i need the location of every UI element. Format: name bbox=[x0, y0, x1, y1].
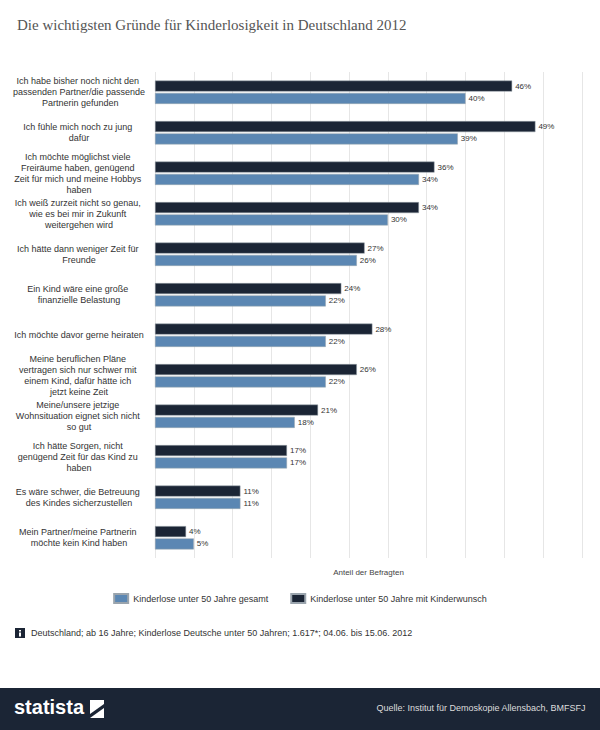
svg-text:Die wichtigsten Gründe für Kin: Die wichtigsten Gründe für Kinderlosigke… bbox=[17, 17, 407, 33]
svg-text:26%: 26% bbox=[360, 365, 376, 374]
svg-text:Ich möchte davor gerne heirate: Ich möchte davor gerne heiraten bbox=[14, 330, 144, 340]
svg-text:30%: 30% bbox=[391, 215, 407, 224]
svg-text:49%: 49% bbox=[538, 122, 554, 131]
svg-text:dafür: dafür bbox=[69, 133, 90, 143]
svg-text:26%: 26% bbox=[360, 256, 376, 265]
svg-text:haben: haben bbox=[66, 185, 91, 195]
svg-text:46%: 46% bbox=[515, 82, 531, 91]
svg-text:Ich fühle mich noch zu jung: Ich fühle mich noch zu jung bbox=[23, 122, 135, 132]
svg-text:möchte kein Kind haben: möchte kein Kind haben bbox=[31, 538, 128, 548]
svg-text:40%: 40% bbox=[469, 94, 485, 103]
svg-text:so gut: so gut bbox=[67, 422, 92, 432]
svg-text:Freiräume haben, genügend: Freiräume haben, genügend bbox=[21, 163, 137, 173]
svg-text:17%: 17% bbox=[290, 458, 306, 467]
svg-text:11%: 11% bbox=[243, 487, 258, 496]
svg-text:5%: 5% bbox=[197, 539, 209, 548]
svg-text:22%: 22% bbox=[329, 296, 345, 305]
svg-text:39%: 39% bbox=[461, 134, 477, 143]
svg-text:genügend Zeit für das Kind zu: genügend Zeit für das Kind zu bbox=[18, 452, 141, 462]
svg-text:17%: 17% bbox=[290, 446, 306, 455]
svg-text:passenden Partner/die passende: passenden Partner/die passende bbox=[13, 87, 145, 97]
svg-text:jetzt keine Zeit: jetzt keine Zeit bbox=[49, 387, 109, 397]
svg-text:36%: 36% bbox=[437, 163, 453, 172]
svg-text:einem Kind, dafür hätte ich: einem Kind, dafür hätte ich bbox=[24, 376, 134, 386]
svg-text:22%: 22% bbox=[329, 377, 345, 386]
svg-text:Freunde: Freunde bbox=[62, 255, 96, 265]
svg-text:Kinderlose unter 50 Jahre gesa: Kinderlose unter 50 Jahre gesamt bbox=[133, 594, 269, 604]
svg-text:Meine beruflichen Pläne: Meine beruflichen Pläne bbox=[29, 354, 128, 364]
svg-text:Ich hätte dann weniger Zeit fü: Ich hätte dann weniger Zeit für bbox=[17, 244, 141, 254]
svg-text:Anteil der Befragten: Anteil der Befragten bbox=[333, 568, 404, 577]
svg-text:Deutschland; ab 16 Jahre; Kind: Deutschland; ab 16 Jahre; Kinderlose Deu… bbox=[31, 628, 412, 638]
svg-text:Ich weiß zurzeit nicht so gena: Ich weiß zurzeit nicht so genau, bbox=[15, 198, 144, 208]
svg-text:Ich hätte Sorgen, nicht: Ich hätte Sorgen, nicht bbox=[33, 441, 126, 451]
svg-text:21%: 21% bbox=[321, 406, 337, 415]
svg-text:vertragen sich nur schwer mit: vertragen sich nur schwer mit bbox=[19, 365, 139, 375]
svg-text:Meine/unsere jetzige: Meine/unsere jetzige bbox=[36, 400, 122, 410]
svg-text:Ich habe bisher noch nicht den: Ich habe bisher noch nicht den bbox=[16, 76, 141, 86]
svg-text:28%: 28% bbox=[375, 325, 391, 334]
svg-text:weitergehen wird: weitergehen wird bbox=[44, 220, 113, 230]
svg-text:27%: 27% bbox=[368, 244, 384, 253]
svg-text:des Kindes sicherzustellen: des Kindes sicherzustellen bbox=[26, 498, 133, 508]
svg-text:11%: 11% bbox=[243, 499, 258, 508]
svg-text:34%: 34% bbox=[422, 203, 438, 212]
svg-text:34%: 34% bbox=[422, 175, 438, 184]
svg-text:Partnerin gefunden: Partnerin gefunden bbox=[39, 98, 118, 108]
svg-text:Ich möchte möglichst viele: Ich möchte möglichst viele bbox=[25, 152, 133, 162]
svg-text:statista: statista bbox=[14, 696, 85, 718]
svg-text:18%: 18% bbox=[298, 418, 314, 427]
svg-text:Ein Kind wäre eine große: Ein Kind wäre eine große bbox=[27, 284, 131, 294]
svg-text:Quelle: Institut für Demoskopi: Quelle: Institut für Demoskopie Allensba… bbox=[376, 703, 585, 713]
svg-text:24%: 24% bbox=[344, 284, 360, 293]
svg-text:Kinderlose unter 50 Jahre mit: Kinderlose unter 50 Jahre mit Kinderwuns… bbox=[310, 594, 487, 604]
svg-text:wie es bei mir in Zukunft: wie es bei mir in Zukunft bbox=[28, 209, 129, 219]
svg-text:Zeit für mich und meine Hobbys: Zeit für mich und meine Hobbys bbox=[14, 174, 144, 184]
svg-text:Es wäre schwer, die Betreuung: Es wäre schwer, die Betreuung bbox=[16, 487, 143, 497]
svg-text:4%: 4% bbox=[189, 527, 201, 536]
svg-text:finanzielle Belastung: finanzielle Belastung bbox=[38, 295, 121, 305]
svg-text:22%: 22% bbox=[329, 337, 345, 346]
svg-text:Wohnsituation eignet sich nich: Wohnsituation eignet sich nicht bbox=[16, 411, 142, 421]
svg-text:haben: haben bbox=[66, 463, 91, 473]
svg-text:Mein Partner/meine Partnerin: Mein Partner/meine Partnerin bbox=[19, 527, 139, 537]
